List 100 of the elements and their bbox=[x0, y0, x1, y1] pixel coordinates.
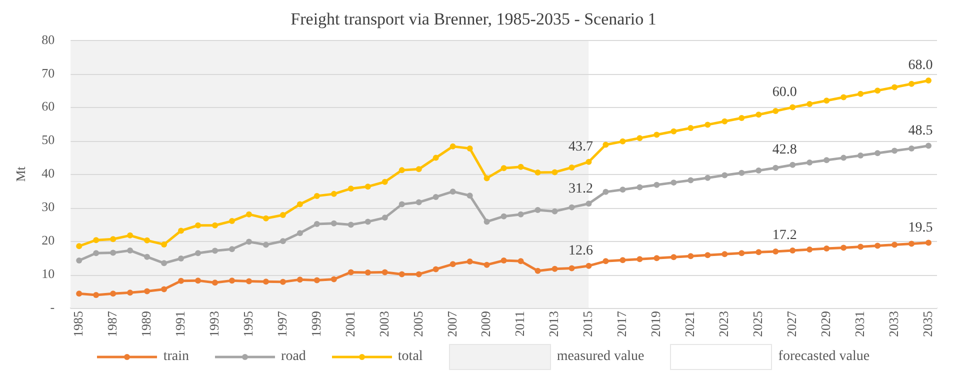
band-label: measured value bbox=[556, 349, 644, 365]
point bbox=[824, 98, 830, 104]
point bbox=[246, 238, 252, 245]
point bbox=[552, 266, 558, 272]
data-label: 19.5 bbox=[908, 220, 933, 236]
point bbox=[518, 211, 524, 218]
point bbox=[212, 280, 218, 286]
point bbox=[858, 90, 864, 97]
point bbox=[654, 255, 660, 262]
point bbox=[756, 249, 762, 256]
point bbox=[534, 170, 541, 176]
point bbox=[552, 169, 558, 176]
point bbox=[688, 177, 694, 184]
point bbox=[93, 292, 100, 298]
x-tick-label: 2007 bbox=[444, 310, 460, 337]
point bbox=[858, 152, 864, 158]
chart-title: Freight transport via Brenner, 1985-2035 - Scenario 1 bbox=[290, 10, 656, 29]
x-tick-label: 2015 bbox=[580, 311, 596, 337]
x-tick-label: 2023 bbox=[716, 311, 732, 337]
point bbox=[110, 236, 116, 242]
point bbox=[416, 271, 422, 278]
point bbox=[450, 188, 456, 195]
data-label: 48.5 bbox=[908, 123, 933, 138]
point bbox=[450, 143, 456, 150]
point bbox=[280, 278, 286, 285]
point bbox=[484, 262, 490, 268]
data-label: 43.7 bbox=[568, 139, 593, 154]
point bbox=[738, 115, 745, 122]
point bbox=[636, 135, 643, 142]
point bbox=[688, 125, 694, 132]
x-tick-label: 2033 bbox=[886, 311, 901, 337]
point bbox=[382, 269, 388, 276]
data-label: 68.0 bbox=[908, 58, 933, 74]
point bbox=[806, 100, 813, 107]
x-tick-label: 1989 bbox=[138, 311, 154, 337]
point bbox=[620, 138, 626, 144]
point bbox=[178, 278, 184, 284]
point bbox=[262, 215, 269, 222]
point bbox=[840, 94, 847, 100]
point bbox=[364, 270, 371, 276]
y-tick-label: 50 bbox=[42, 132, 55, 148]
x-tick-label: 2011 bbox=[512, 311, 528, 337]
point bbox=[348, 269, 354, 276]
point bbox=[76, 290, 82, 297]
point bbox=[722, 251, 728, 258]
point bbox=[314, 277, 320, 284]
point bbox=[602, 258, 609, 264]
point bbox=[772, 108, 779, 114]
point bbox=[76, 258, 82, 264]
point bbox=[432, 194, 439, 200]
point bbox=[704, 252, 711, 258]
point bbox=[892, 148, 898, 154]
point bbox=[262, 278, 269, 285]
point bbox=[416, 166, 422, 172]
point bbox=[110, 290, 116, 297]
point bbox=[246, 211, 252, 218]
data-label: 60.0 bbox=[772, 84, 797, 100]
point bbox=[756, 112, 762, 118]
point bbox=[926, 142, 932, 149]
y-tick-label: 80 bbox=[42, 32, 55, 47]
point bbox=[228, 278, 235, 284]
point bbox=[432, 266, 439, 272]
point bbox=[398, 201, 405, 208]
point bbox=[466, 192, 473, 199]
point bbox=[670, 254, 677, 260]
point bbox=[568, 265, 575, 272]
x-tick-label: 2001 bbox=[342, 311, 358, 337]
data-label: 31.2 bbox=[568, 181, 593, 196]
point bbox=[704, 174, 711, 181]
point bbox=[670, 128, 677, 134]
point bbox=[364, 218, 371, 225]
point bbox=[738, 170, 745, 176]
point bbox=[432, 154, 439, 161]
x-tick-label: 2013 bbox=[546, 311, 562, 337]
point bbox=[246, 278, 252, 284]
legend-label: train bbox=[163, 349, 190, 365]
x-tick-label: 2003 bbox=[376, 311, 392, 337]
point bbox=[195, 278, 202, 284]
data-label: 12.6 bbox=[568, 244, 593, 259]
point bbox=[518, 258, 524, 264]
point bbox=[840, 154, 847, 161]
point bbox=[926, 240, 932, 246]
y-tick-label: 10 bbox=[42, 266, 55, 281]
x-tick-label: 2035 bbox=[920, 311, 935, 337]
point bbox=[178, 228, 184, 234]
point bbox=[144, 288, 150, 294]
point bbox=[330, 220, 337, 226]
point bbox=[466, 258, 473, 265]
point bbox=[620, 257, 626, 264]
x-tick-label: 1991 bbox=[172, 311, 188, 337]
point bbox=[262, 242, 269, 248]
point bbox=[568, 164, 575, 171]
x-tick-label: 1987 bbox=[104, 310, 120, 337]
point bbox=[790, 247, 796, 254]
point bbox=[161, 286, 168, 292]
point bbox=[398, 167, 405, 174]
point bbox=[228, 218, 235, 224]
point bbox=[824, 245, 830, 252]
data-label: 42.8 bbox=[772, 142, 797, 158]
x-tick-label: 2029 bbox=[818, 311, 833, 337]
